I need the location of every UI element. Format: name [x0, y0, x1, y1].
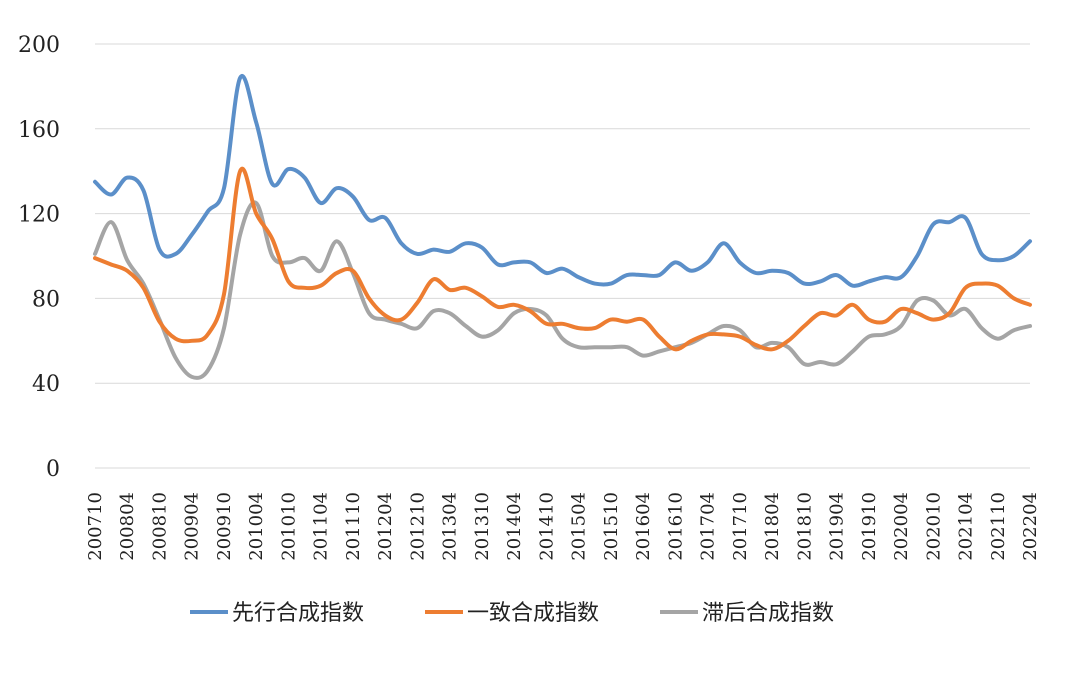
x-tick-label: 202110 — [988, 492, 1009, 561]
x-tick-label: 201004 — [246, 492, 267, 561]
x-tick-label: 201210 — [407, 492, 428, 561]
y-tick-label: 40 — [32, 372, 60, 397]
legend: 先行合成指数 一致合成指数 滞后合成指数 — [190, 601, 834, 626]
x-tick-label: 201710 — [730, 492, 751, 561]
x-tick-label: 201704 — [698, 492, 719, 561]
legend-label-3: 滞后合成指数 — [702, 601, 834, 626]
x-tick-label: 201810 — [794, 492, 815, 561]
series-line-2 — [93, 166, 1032, 352]
x-tick-label: 202204 — [1020, 492, 1041, 561]
y-axis-tick-labels: 0 40 80 120 160 200 — [18, 33, 60, 482]
x-tick-label: 201404 — [504, 492, 525, 561]
series-lines — [93, 73, 1032, 380]
x-tick-label: 201804 — [762, 492, 783, 561]
x-tick-label: 200810 — [149, 492, 170, 561]
x-tick-label: 201604 — [633, 492, 654, 561]
x-tick-label: 201310 — [472, 492, 493, 561]
x-tick-label: 201904 — [827, 492, 848, 561]
x-tick-label: 200804 — [117, 492, 138, 561]
y-tick-label: 0 — [46, 457, 60, 482]
x-tick-label: 200910 — [214, 492, 235, 561]
x-tick-label: 202104 — [956, 492, 977, 561]
x-tick-label: 201104 — [311, 492, 332, 561]
x-tick-label: 201410 — [536, 492, 557, 561]
x-tick-label: 201110 — [343, 492, 364, 561]
y-tick-label: 200 — [18, 33, 60, 58]
x-tick-label: 201610 — [665, 492, 686, 561]
x-tick-label: 200904 — [182, 492, 203, 561]
x-tick-label: 201504 — [569, 492, 590, 561]
x-tick-label: 200710 — [85, 492, 106, 561]
x-tick-label: 201510 — [601, 492, 622, 561]
legend-label-2: 一致合成指数 — [467, 601, 599, 626]
series-line-1 — [93, 73, 1032, 288]
x-tick-label: 202004 — [891, 492, 912, 561]
legend-label-1: 先行合成指数 — [232, 601, 364, 626]
x-axis-tick-labels: 200710 200804 200810 200904 200910 201004 2010… — [85, 492, 1041, 561]
x-tick-label: 202010 — [923, 492, 944, 561]
x-tick-label: 201910 — [859, 492, 880, 561]
x-tick-label: 201010 — [278, 492, 299, 561]
x-tick-label: 201304 — [440, 492, 461, 561]
gridlines — [95, 43, 1030, 469]
series-line-3 — [93, 200, 1032, 380]
y-tick-label: 80 — [32, 287, 60, 312]
x-tick-label: 201204 — [375, 492, 396, 561]
y-tick-label: 160 — [18, 118, 60, 143]
y-tick-label: 120 — [18, 203, 60, 228]
